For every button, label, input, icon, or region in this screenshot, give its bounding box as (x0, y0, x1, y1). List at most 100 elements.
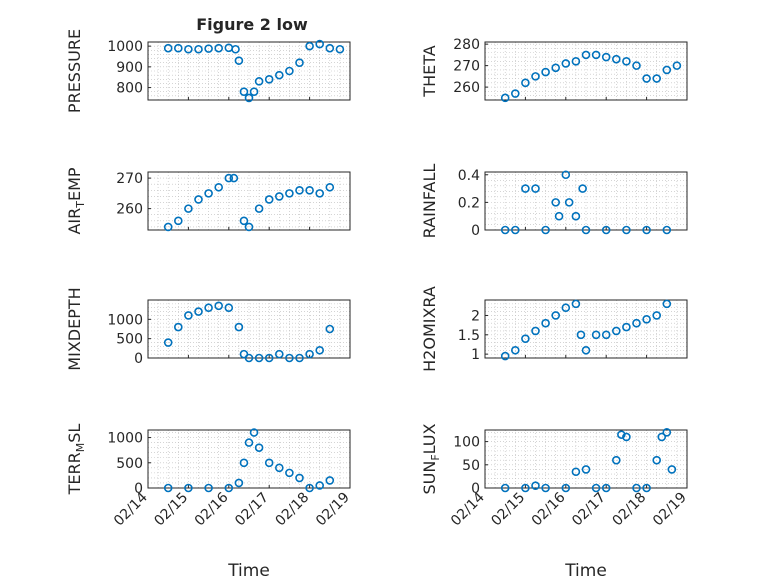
data-point (264, 458, 274, 468)
y-tick-label: 100 (453, 435, 480, 451)
data-point (531, 481, 540, 490)
data-point (244, 222, 254, 232)
data-point (194, 195, 203, 204)
data-point (305, 41, 314, 51)
data-point (254, 77, 264, 86)
data-point (622, 322, 631, 332)
data-point (305, 186, 314, 195)
data-point (234, 478, 244, 488)
data-point (571, 57, 581, 66)
data-point (601, 225, 611, 235)
data-point (184, 44, 193, 54)
y-tick-label: 1 (471, 347, 480, 363)
data-point (305, 483, 314, 493)
data-point (229, 173, 239, 183)
data-point (249, 428, 259, 437)
data-point (204, 189, 213, 198)
data-point (254, 204, 264, 213)
data-point (652, 311, 662, 320)
y-axis-label: TERRMSL (65, 424, 87, 496)
y-tick-label: 2 (471, 308, 480, 324)
data-point (541, 67, 550, 77)
data-point (521, 184, 530, 193)
data-point (194, 307, 203, 316)
y-tick-label: 260 (453, 80, 480, 96)
data-point (591, 50, 601, 60)
y-tick-label: 280 (453, 37, 480, 53)
data-point (224, 173, 234, 183)
data-point (551, 63, 561, 73)
data-point (264, 195, 274, 204)
x-axis-label: Time (564, 561, 607, 581)
x-tick-label: 02/14 (448, 489, 488, 529)
data-point (244, 93, 254, 103)
axes-box (484, 41, 688, 101)
data-point (581, 345, 591, 355)
data-point (662, 299, 672, 309)
data-point (231, 44, 240, 54)
data-point (662, 428, 672, 437)
y-axis-label: RAINFALL (420, 164, 439, 239)
axes-box (484, 299, 688, 359)
data-point (163, 222, 173, 232)
axes-box (147, 41, 351, 101)
data-point (163, 483, 173, 493)
data-point (204, 303, 213, 313)
data-point (285, 66, 294, 76)
data-point (622, 432, 631, 442)
data-point (274, 349, 284, 359)
y-tick-label: 0.4 (458, 168, 480, 184)
data-point (576, 330, 586, 340)
data-point (561, 303, 571, 313)
data-point (642, 315, 651, 324)
y-axis-label: SUNFLUX (420, 423, 442, 494)
data-point (214, 43, 223, 53)
data-point (632, 483, 641, 493)
data-point (581, 50, 591, 60)
data-point (244, 353, 254, 363)
data-point (254, 353, 264, 363)
y-axis-label: H2OMIXRA (420, 286, 439, 372)
data-point (581, 225, 591, 235)
y-tick-label: 900 (116, 60, 143, 76)
data-point (601, 483, 611, 493)
y-tick-label: 270 (116, 171, 143, 187)
data-point (531, 326, 540, 336)
data-point (662, 65, 672, 75)
data-point (672, 61, 682, 70)
data-point (285, 353, 294, 363)
y-tick-label: 260 (116, 202, 143, 218)
data-point (601, 52, 611, 62)
data-point (274, 192, 284, 201)
data-point (510, 225, 520, 235)
data-point (315, 189, 325, 198)
data-point (184, 483, 193, 493)
y-tick-label: 0 (134, 351, 143, 367)
data-point (521, 334, 530, 343)
y-tick-label: 0 (471, 223, 480, 239)
data-point (578, 184, 587, 193)
data-point (541, 318, 550, 328)
data-point (204, 483, 213, 493)
data-point (184, 204, 193, 213)
data-point (174, 216, 183, 226)
data-point (224, 483, 234, 493)
data-point (561, 59, 571, 68)
data-point (500, 93, 510, 103)
data-point (325, 324, 335, 334)
data-point (234, 322, 244, 332)
data-point (335, 44, 345, 54)
subplot-h2omixra: 1 1.5 2 H2OMIXRA (420, 286, 688, 372)
data-point (510, 89, 520, 98)
data-point (521, 78, 530, 88)
data-point (652, 74, 662, 83)
data-point (531, 184, 540, 193)
data-point (571, 467, 581, 477)
subplot-rainfall: 0 0.2 0.4 RAINFALL (420, 164, 688, 239)
data-point (194, 44, 203, 54)
data-point (611, 455, 621, 465)
data-point (611, 54, 621, 64)
y-tick-label: 1000 (107, 39, 143, 55)
data-point (531, 72, 540, 81)
